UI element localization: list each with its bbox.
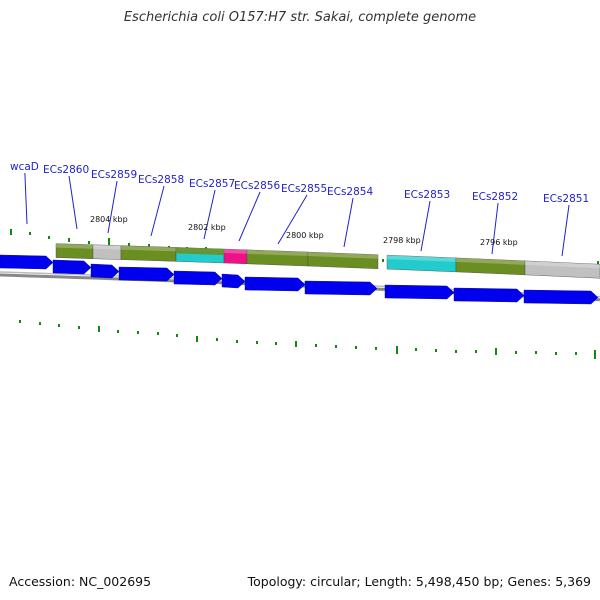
gc-tick: [415, 348, 417, 351]
gc-tick: [315, 344, 317, 347]
gc-tick: [375, 347, 377, 350]
gc-tick: [295, 341, 297, 347]
feature-highlight: [56, 243, 93, 249]
gene-label-ecs2855: ECs2855: [281, 183, 327, 195]
gc-tick: [396, 346, 398, 354]
gc-tick: [535, 351, 537, 354]
cds-arrow: [221, 273, 246, 289]
gene-leader-line: [68, 175, 78, 230]
gc-tick: [256, 341, 258, 344]
cds-arrow: [384, 284, 455, 300]
gc-tick: [148, 244, 150, 247]
gc-tick: [157, 332, 159, 335]
gc-tick: [128, 243, 130, 246]
feature-block: [524, 260, 600, 279]
cds-arrow: [118, 266, 175, 282]
gc-tick: [108, 238, 110, 247]
cds-arrow: [173, 270, 223, 286]
gene-label-ecs2857: ECs2857: [189, 178, 235, 190]
gene-label-ecs2853: ECs2853: [404, 189, 450, 201]
gene-leader-line: [150, 185, 165, 237]
gc-tick: [117, 330, 119, 333]
gene-label-ecs2854: ECs2854: [327, 186, 373, 198]
gc-tick: [555, 352, 557, 355]
gene-label-ecs2858: ECs2858: [138, 174, 184, 186]
cds-arrows: [0, 254, 599, 305]
gc-tick: [88, 241, 90, 244]
gc-tick: [196, 336, 198, 342]
cds-arrow: [52, 259, 92, 275]
gc-tick: [98, 326, 100, 332]
feature-block: [307, 251, 379, 269]
feature-highlight: [121, 245, 176, 252]
gene-leader-line: [491, 202, 499, 255]
gene-leader-line: [203, 189, 216, 240]
gene-leader-line: [420, 200, 431, 252]
gene-label-ecs2856: ECs2856: [234, 180, 280, 192]
gc-tick: [275, 342, 277, 345]
feature-highlight: [93, 244, 121, 250]
feature-highlight: [308, 252, 378, 259]
accession-label: Accession: NC_002695: [9, 574, 152, 589]
gc-tick: [176, 334, 178, 337]
gene-leader-line: [343, 197, 354, 248]
gene-label-wcad: wcaD: [10, 161, 39, 173]
cds-arrow: [0, 254, 54, 270]
feature-band: [55, 243, 600, 279]
cds-arrow: [304, 280, 378, 296]
gc-tick: [382, 259, 384, 262]
gene-leader-line: [561, 204, 570, 257]
kbp-label: 2802 kbp: [188, 223, 226, 232]
gene-label-ecs2859: ECs2859: [91, 169, 137, 181]
gene-label-ecs2851: ECs2851: [543, 193, 589, 205]
gc-tick: [10, 229, 12, 235]
gc-tick: [39, 322, 41, 325]
feature-block: [176, 247, 224, 256]
gc-tick: [515, 351, 517, 354]
feature-highlight: [456, 257, 525, 265]
gc-tick: [68, 238, 70, 242]
feature-highlight: [224, 249, 247, 254]
gc-tick: [495, 348, 497, 355]
gc-tick: [58, 324, 60, 327]
gc-tick: [19, 320, 21, 323]
gene-leader-line: [277, 194, 308, 245]
gene-leader-line: [238, 191, 261, 242]
gc-tick: [594, 350, 596, 359]
feature-highlight: [525, 260, 600, 269]
kbp-labels: 2804 kbp 2802 kbp 2800 kbp 2798 kbp 2796 kbp: [90, 215, 518, 247]
genome-summary: Topology: circular; Length: 5,498,450 bp…: [247, 574, 591, 589]
gc-tick: [137, 331, 139, 334]
gene-label-ecs2860: ECs2860: [43, 164, 89, 176]
gc-tick: [575, 352, 577, 355]
cds-arrow: [523, 289, 599, 305]
kbp-label: 2804 kbp: [90, 215, 128, 224]
gc-tick: [78, 326, 80, 329]
gc-tick: [335, 345, 337, 348]
kbp-label: 2800 kbp: [286, 231, 324, 240]
gene-leader-line: [24, 172, 28, 225]
gc-tick: [475, 350, 477, 353]
cds-arrow: [244, 276, 306, 292]
cds-arrow: [90, 263, 120, 279]
feature-highlight: [387, 255, 456, 262]
cds-arrow: [453, 287, 525, 303]
gc-tick: [355, 346, 357, 349]
gc-ticks-bottom: [19, 320, 596, 359]
map-title: Escherichia coli O157:H7 str. Sakai, com…: [123, 10, 477, 25]
gc-tick: [455, 350, 457, 353]
gc-tick: [48, 236, 50, 239]
gc-tick: [29, 232, 31, 235]
kbp-label: 2796 kbp: [480, 238, 518, 247]
gene-leader-line: [107, 180, 118, 234]
gene-label-ecs2852: ECs2852: [472, 191, 518, 203]
feature-highlight: [247, 249, 308, 257]
gc-tick: [216, 338, 218, 341]
kbp-label: 2798 kbp: [383, 236, 421, 245]
gc-tick: [236, 340, 238, 343]
gc-tick: [435, 349, 437, 352]
